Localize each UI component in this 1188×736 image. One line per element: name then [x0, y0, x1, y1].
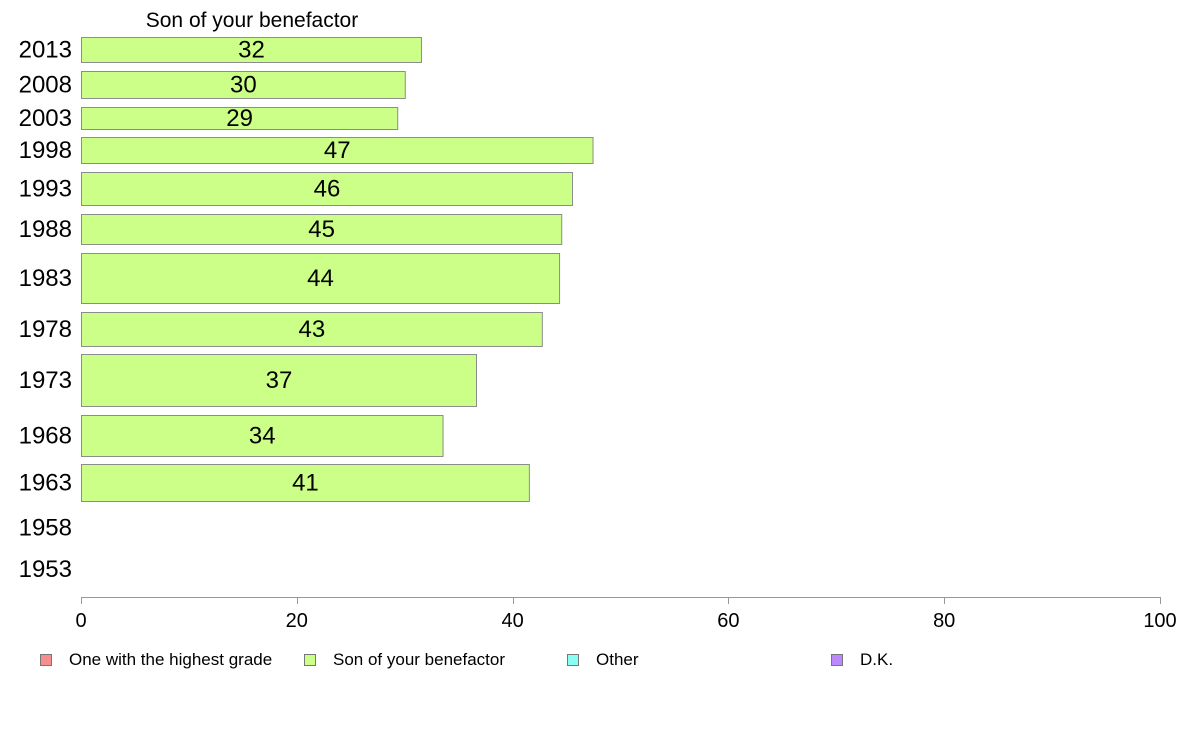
year-label: 1993 [19, 176, 72, 203]
bars-layer [81, 37, 594, 502]
year-label: 1978 [19, 316, 72, 343]
bar-value-label: 41 [292, 470, 319, 497]
year-label: 2013 [19, 37, 72, 64]
year-label: 1953 [19, 556, 72, 583]
bar [81, 137, 594, 164]
bar-value-label: 45 [308, 216, 335, 243]
bar-value-label: 32 [238, 37, 265, 64]
bar [81, 354, 477, 407]
bar [81, 464, 530, 502]
year-labels: 2013 2008 2003 1998 1993 1988 1983 1978 1973 1968… [19, 37, 72, 584]
bar-value-label: 47 [324, 137, 351, 164]
bar [81, 312, 543, 347]
legend-label: D.K. [860, 650, 894, 669]
legend-swatch [40, 654, 52, 666]
legend-label: One with the highest grade [69, 650, 273, 669]
series-title: Son of your benefactor [146, 9, 358, 32]
legend-item: Other [567, 646, 639, 674]
x-tick-label: 80 [933, 610, 955, 632]
legend-swatch [567, 654, 579, 666]
legend: One with the highest grade Son of your be… [0, 646, 1188, 674]
x-axis: 0 20 40 60 80 100 [75, 597, 1177, 632]
year-label: 2008 [19, 72, 72, 99]
bar [81, 253, 561, 304]
year-label: 2003 [19, 105, 72, 132]
bar-value-label: 46 [314, 176, 341, 203]
bar-value-label: 43 [299, 316, 326, 343]
bar [81, 107, 399, 130]
legend-label: Other [596, 650, 639, 669]
bar-value-label: 34 [249, 423, 276, 450]
bar-value-label: 44 [307, 265, 334, 292]
x-tick-label: 20 [286, 610, 308, 632]
bar [81, 37, 422, 63]
bar [81, 415, 444, 457]
bar [81, 71, 406, 99]
bar [81, 172, 574, 206]
legend-swatch [831, 654, 843, 666]
year-label: 1973 [19, 367, 72, 394]
legend-item: D.K. [831, 646, 893, 674]
x-tick-label: 40 [501, 610, 523, 632]
x-tick-label: 60 [717, 610, 739, 632]
year-label: 1983 [19, 265, 72, 292]
year-label: 1998 [19, 137, 72, 164]
bar-value-label: 37 [266, 367, 293, 394]
legend-item: Son of your benefactor [304, 646, 505, 674]
legend-swatch [304, 654, 316, 666]
legend-item: One with the highest grade [40, 646, 272, 674]
x-tick-label: 0 [75, 610, 86, 632]
bar-value-label: 30 [230, 72, 257, 99]
year-label: 1958 [19, 515, 72, 542]
legend-label: Son of your benefactor [333, 650, 506, 669]
x-tick-label: 100 [1143, 610, 1176, 632]
bar-value-label: 29 [226, 105, 253, 132]
year-label: 1963 [19, 470, 72, 497]
year-label: 1988 [19, 216, 72, 243]
year-label: 1968 [19, 423, 72, 450]
bar [81, 214, 563, 245]
